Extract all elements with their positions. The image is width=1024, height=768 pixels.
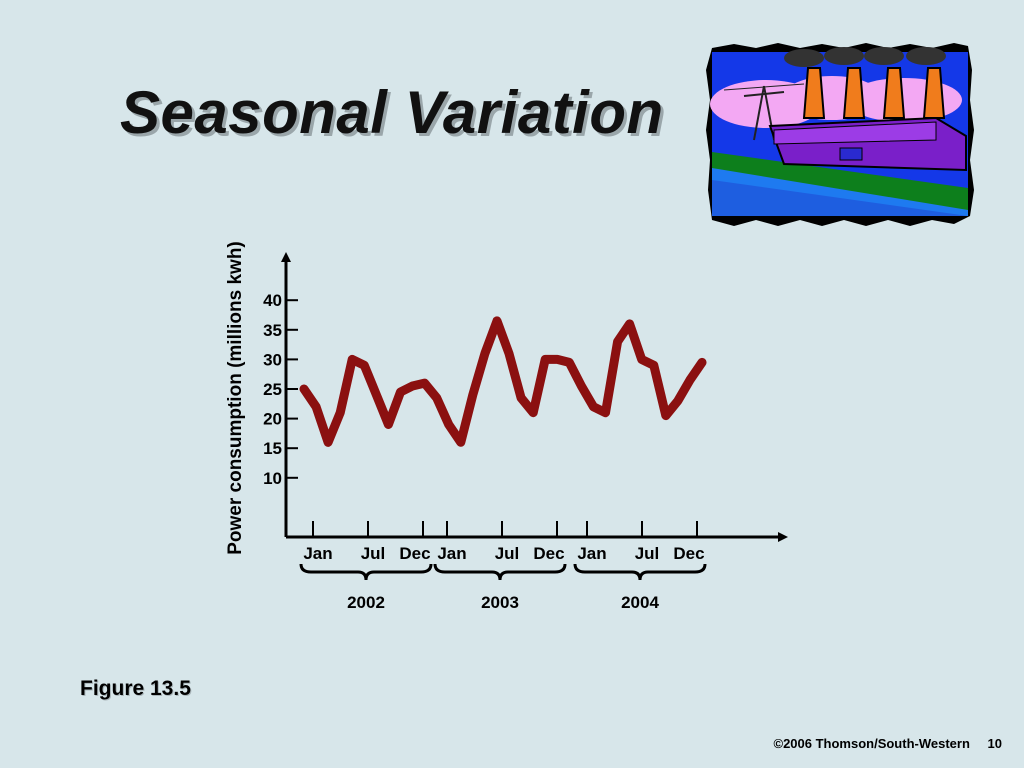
y-axis-arrow [281,252,291,262]
year-label: 2004 [621,593,659,612]
y-tick-label: 30 [263,350,282,369]
copyright-text: ©2006 Thomson/South-Western [773,736,970,751]
x-ticks: Jan Jul Dec Jan Jul Dec Jan Jul Dec [303,521,705,563]
year-brace [573,563,707,581]
x-tick-label: Jul [635,544,660,563]
x-tick-label: Jan [577,544,606,563]
factory-icon [706,43,974,226]
y-tick-label: 20 [263,410,282,429]
page-number: 10 [987,736,1002,751]
x-tick-label: Dec [399,544,430,563]
y-tick-label: 25 [263,380,282,399]
y-ticks: 10 15 20 25 30 35 40 [263,291,298,488]
x-tick-label: Jan [303,544,332,563]
figure-label: Figure 13.5 [80,677,191,700]
slide-title: Seasonal Variation [120,79,664,146]
year-label: 2002 [347,593,385,612]
year-brace [433,563,567,581]
y-tick-label: 40 [263,291,282,310]
x-tick-label: Jan [437,544,466,563]
y-tick-label: 10 [263,469,282,488]
y-tick-label: 15 [263,439,282,458]
x-axis-arrow [778,532,788,542]
series-line [299,316,707,447]
x-tick-label: Jul [495,544,520,563]
y-tick-label: 35 [263,321,282,340]
x-tick-label: Dec [673,544,704,563]
x-tick-label: Dec [533,544,564,563]
year-label: 2003 [481,593,519,612]
footer: ©2006 Thomson/South-Western 10 [759,736,1002,751]
year-braces: 2002 2003 2004 [299,563,707,612]
x-tick-label: Jul [361,544,386,563]
year-brace [299,563,433,581]
